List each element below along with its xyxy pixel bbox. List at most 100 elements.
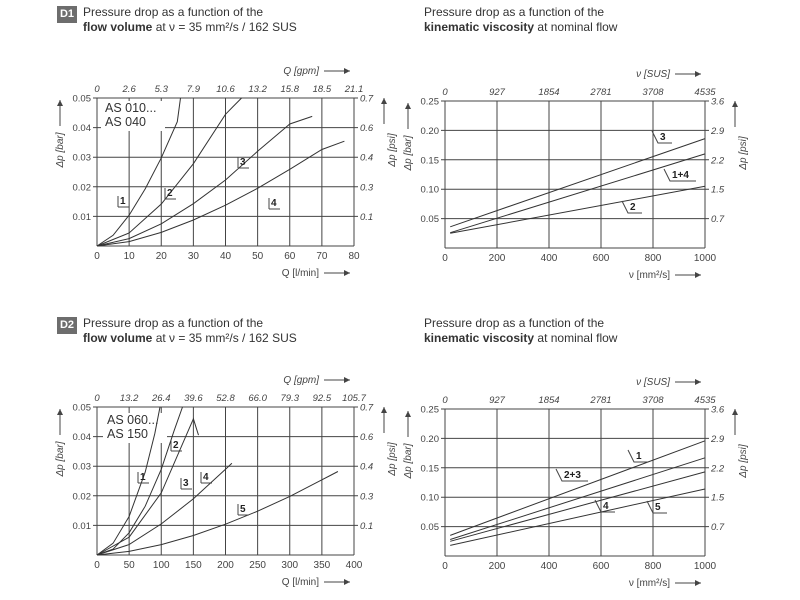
- d1-flow-right-tick: 0.1: [360, 212, 373, 223]
- d2-flow-y-tick: 0.03: [73, 462, 92, 473]
- d1-visc-series-line-3: [450, 138, 706, 228]
- d1-visc-x-tick: 800: [645, 253, 662, 264]
- d1-visc-title-bold: kinematic viscosity: [424, 20, 535, 34]
- d1-flow-title: Pressure drop as a function of the flow …: [83, 5, 297, 35]
- d2-flow-annotation-line: AS 150: [107, 427, 148, 441]
- d1-visc-x-tick: 0: [442, 253, 448, 264]
- d2-visc-xlabel-top: ν [SUS]: [636, 377, 670, 388]
- d2-visc-right-tick: 0.7: [711, 522, 725, 533]
- d2-flow-x-tick: 100: [153, 560, 170, 571]
- d1-flow-x-tick: 70: [316, 251, 328, 262]
- d1-flow-xlabel-arrow-head: [344, 270, 350, 276]
- d1-visc-title: Pressure drop as a function of the kinem…: [424, 5, 617, 35]
- d1-visc-y-tick: 0.15: [421, 155, 440, 166]
- d1-flow-top-tick: 7.9: [187, 84, 201, 95]
- d2-visc-x-tick: 800: [645, 561, 662, 572]
- d2-flow-ylabel: Δp [bar]: [55, 441, 66, 477]
- d2-visc-series-label: 2+3: [564, 470, 581, 481]
- d2-flow-right-tick: 0.4: [360, 462, 373, 473]
- d2-flow-y-tick: 0.02: [73, 491, 92, 502]
- d2-visc-x-tick: 400: [541, 561, 558, 572]
- d1-visc-title-line1: Pressure drop as a function of the: [424, 5, 605, 19]
- d1-flow-ylabel-right-arrow-head: [381, 98, 387, 104]
- d2-visc-series-flag: [646, 500, 667, 514]
- d2-flow-right-tick: 0.1: [360, 521, 373, 532]
- d2-flow-xlabel-top: Q [gpm]: [283, 375, 319, 386]
- d1-flow-series-line-4: [96, 140, 345, 247]
- d2-flow-series-line-1: [96, 406, 161, 556]
- d2-flow-y-tick: 0.05: [73, 403, 92, 414]
- d1-visc-ylabel: Δp [bar]: [403, 135, 414, 171]
- d1-flow-top-tick: 0: [94, 84, 100, 95]
- d2-flow-series-label: 3: [183, 478, 189, 489]
- d1-flow-annotation-line: AS 040: [105, 115, 146, 129]
- d1-flow-xlabel-top-arrow-head: [344, 68, 350, 74]
- d1-visc-series-label: 3: [660, 132, 666, 143]
- d2-flow-annotation-line: AS 060...: [107, 413, 158, 427]
- d1-visc-y-tick: 0.10: [421, 185, 440, 196]
- d1-visc-right-tick: 0.7: [711, 214, 725, 225]
- d2-flow-y-tick: 0.01: [73, 521, 92, 532]
- d2-flow-x-tick: 250: [249, 560, 266, 571]
- d1-visc-top-tick: 3708: [642, 87, 664, 98]
- d2-flow-x-tick: 400: [346, 560, 363, 571]
- d2-visc-right-tick: 2.9: [710, 434, 725, 445]
- d2-flow-right-tick: 0.6: [360, 432, 374, 443]
- d1-flow-series-line-1: [96, 97, 181, 247]
- d2-flow-top-tick: 92.5: [313, 393, 332, 404]
- d2-visc-top-tick: 0: [442, 395, 448, 406]
- d1-visc-right-tick: 1.5: [711, 185, 725, 196]
- d2-flow-series-line-3: [96, 417, 199, 556]
- d2-flow-xlabel: Q [l/min]: [282, 577, 319, 588]
- d2-visc-top-tick: 2781: [589, 395, 611, 406]
- d2-visc-series-label: 1: [636, 451, 642, 462]
- d1-visc-x-tick: 400: [541, 253, 558, 264]
- d1-badge: D1: [57, 6, 77, 23]
- d2-visc-series-line-2plus3: [450, 457, 706, 540]
- d1-visc-top-tick: 4535: [694, 87, 716, 98]
- d1-visc-series-label: 1+4: [672, 170, 689, 181]
- d2-flow-x-tick: 300: [281, 560, 298, 571]
- d2-visc-x-tick: 200: [489, 561, 506, 572]
- d1-flow-x-tick: 80: [348, 251, 360, 262]
- d1-visc-y-tick: 0.20: [421, 126, 440, 137]
- d1-visc-series-label: 2: [630, 202, 636, 213]
- d2-visc-ylabel-arrow-head: [405, 411, 411, 417]
- d1-visc-ylabel-right-arrow-head: [732, 101, 738, 107]
- d1-flow-top-tick: 18.5: [313, 84, 332, 95]
- d2-visc-top-tick: 4535: [694, 395, 716, 406]
- d1-flow-y-tick: 0.05: [73, 94, 92, 105]
- d1-flow-x-tick: 30: [188, 251, 200, 262]
- d2-flow-title: Pressure drop as a function of the flow …: [83, 316, 297, 346]
- d2-flow-xlabel-top-arrow-head: [344, 377, 350, 383]
- d2-flow-series-label: 5: [240, 504, 246, 515]
- d1-flow-top-tick: 5.3: [155, 84, 169, 95]
- d2-flow-x-tick: 150: [185, 560, 202, 571]
- d2-flow-top-tick: 52.8: [216, 393, 235, 404]
- d2-flow-x-tick: 200: [217, 560, 234, 571]
- d2-flow-top-tick: 79.3: [281, 393, 300, 404]
- d2-visc-ylabel: Δp [bar]: [403, 443, 414, 479]
- d1-flow-series-label: 1: [120, 196, 126, 207]
- d1-flow-ylabel: Δp [bar]: [55, 132, 66, 168]
- d2-flow-title-line2: flow volume at ν = 35 mm²/s / 162 SUS: [83, 331, 297, 346]
- d2-visc-right-tick: 3.6: [711, 405, 725, 416]
- d2-visc-series-flag: [627, 449, 648, 463]
- d2-flow-series-label: 4: [203, 472, 209, 483]
- d1-visc-series-line-2: [450, 185, 706, 234]
- d1-flow-series-label: 2: [167, 188, 173, 199]
- d1-visc-y-tick: 0.05: [421, 214, 440, 225]
- d1-flow-right-tick: 0.4: [360, 153, 373, 164]
- d2-flow-right-tick: 0.7: [360, 403, 374, 414]
- d1-flow-x-tick: 10: [124, 251, 136, 262]
- d2-visc-title-line1: Pressure drop as a function of the: [424, 316, 605, 330]
- d2-flow-x-tick: 350: [314, 560, 331, 571]
- d1-flow-title-rest: at ν = 35 mm²/s / 162 SUS: [155, 20, 297, 34]
- d2-flow-x-tick: 0: [94, 560, 100, 571]
- d2-flow-y-tick: 0.04: [73, 432, 92, 443]
- d2-visc-series-line-5: [450, 488, 706, 546]
- d1-visc-ylabel-arrow-head: [405, 103, 411, 109]
- d1-visc-xlabel-top-arrow-head: [695, 71, 701, 77]
- d1-visc-ylabel-right: Δp [psi]: [738, 136, 749, 171]
